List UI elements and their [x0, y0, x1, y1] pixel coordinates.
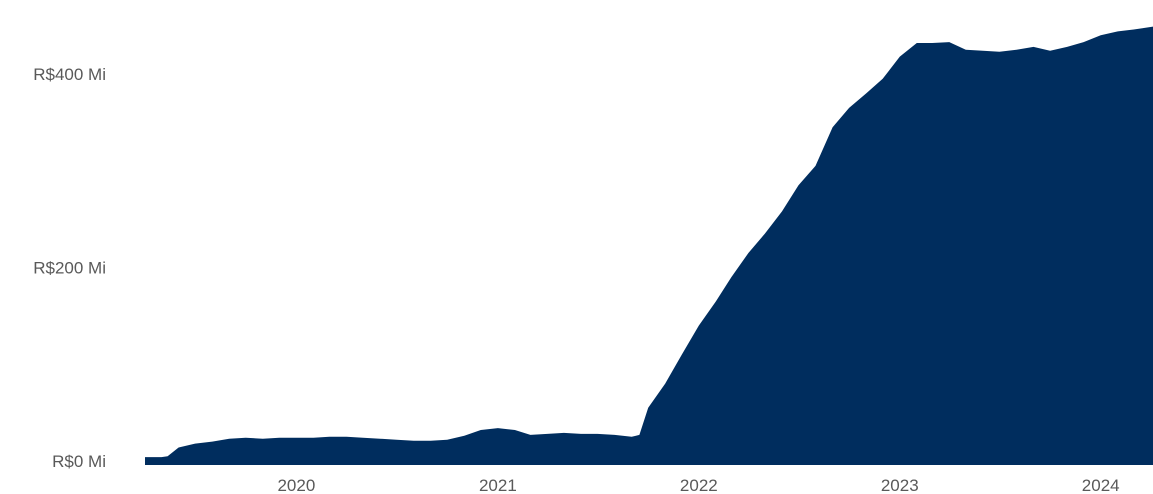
y-tick-label: R$400 Mi — [33, 65, 106, 84]
y-tick-label: R$0 Mi — [52, 452, 106, 471]
x-tick-label: 2023 — [881, 476, 919, 494]
x-tick-label: 2021 — [479, 476, 517, 494]
y-axis: R$0 Mi R$200 Mi R$400 Mi — [33, 65, 106, 471]
x-axis: 2020 2021 2022 2023 2024 — [277, 476, 1119, 494]
area-layer — [145, 26, 1153, 465]
y-tick-label: R$200 Mi — [33, 259, 106, 278]
area-series — [145, 26, 1153, 465]
x-tick-label: 2024 — [1082, 476, 1120, 494]
x-tick-label: 2020 — [277, 476, 315, 494]
x-tick-label: 2022 — [680, 476, 718, 494]
